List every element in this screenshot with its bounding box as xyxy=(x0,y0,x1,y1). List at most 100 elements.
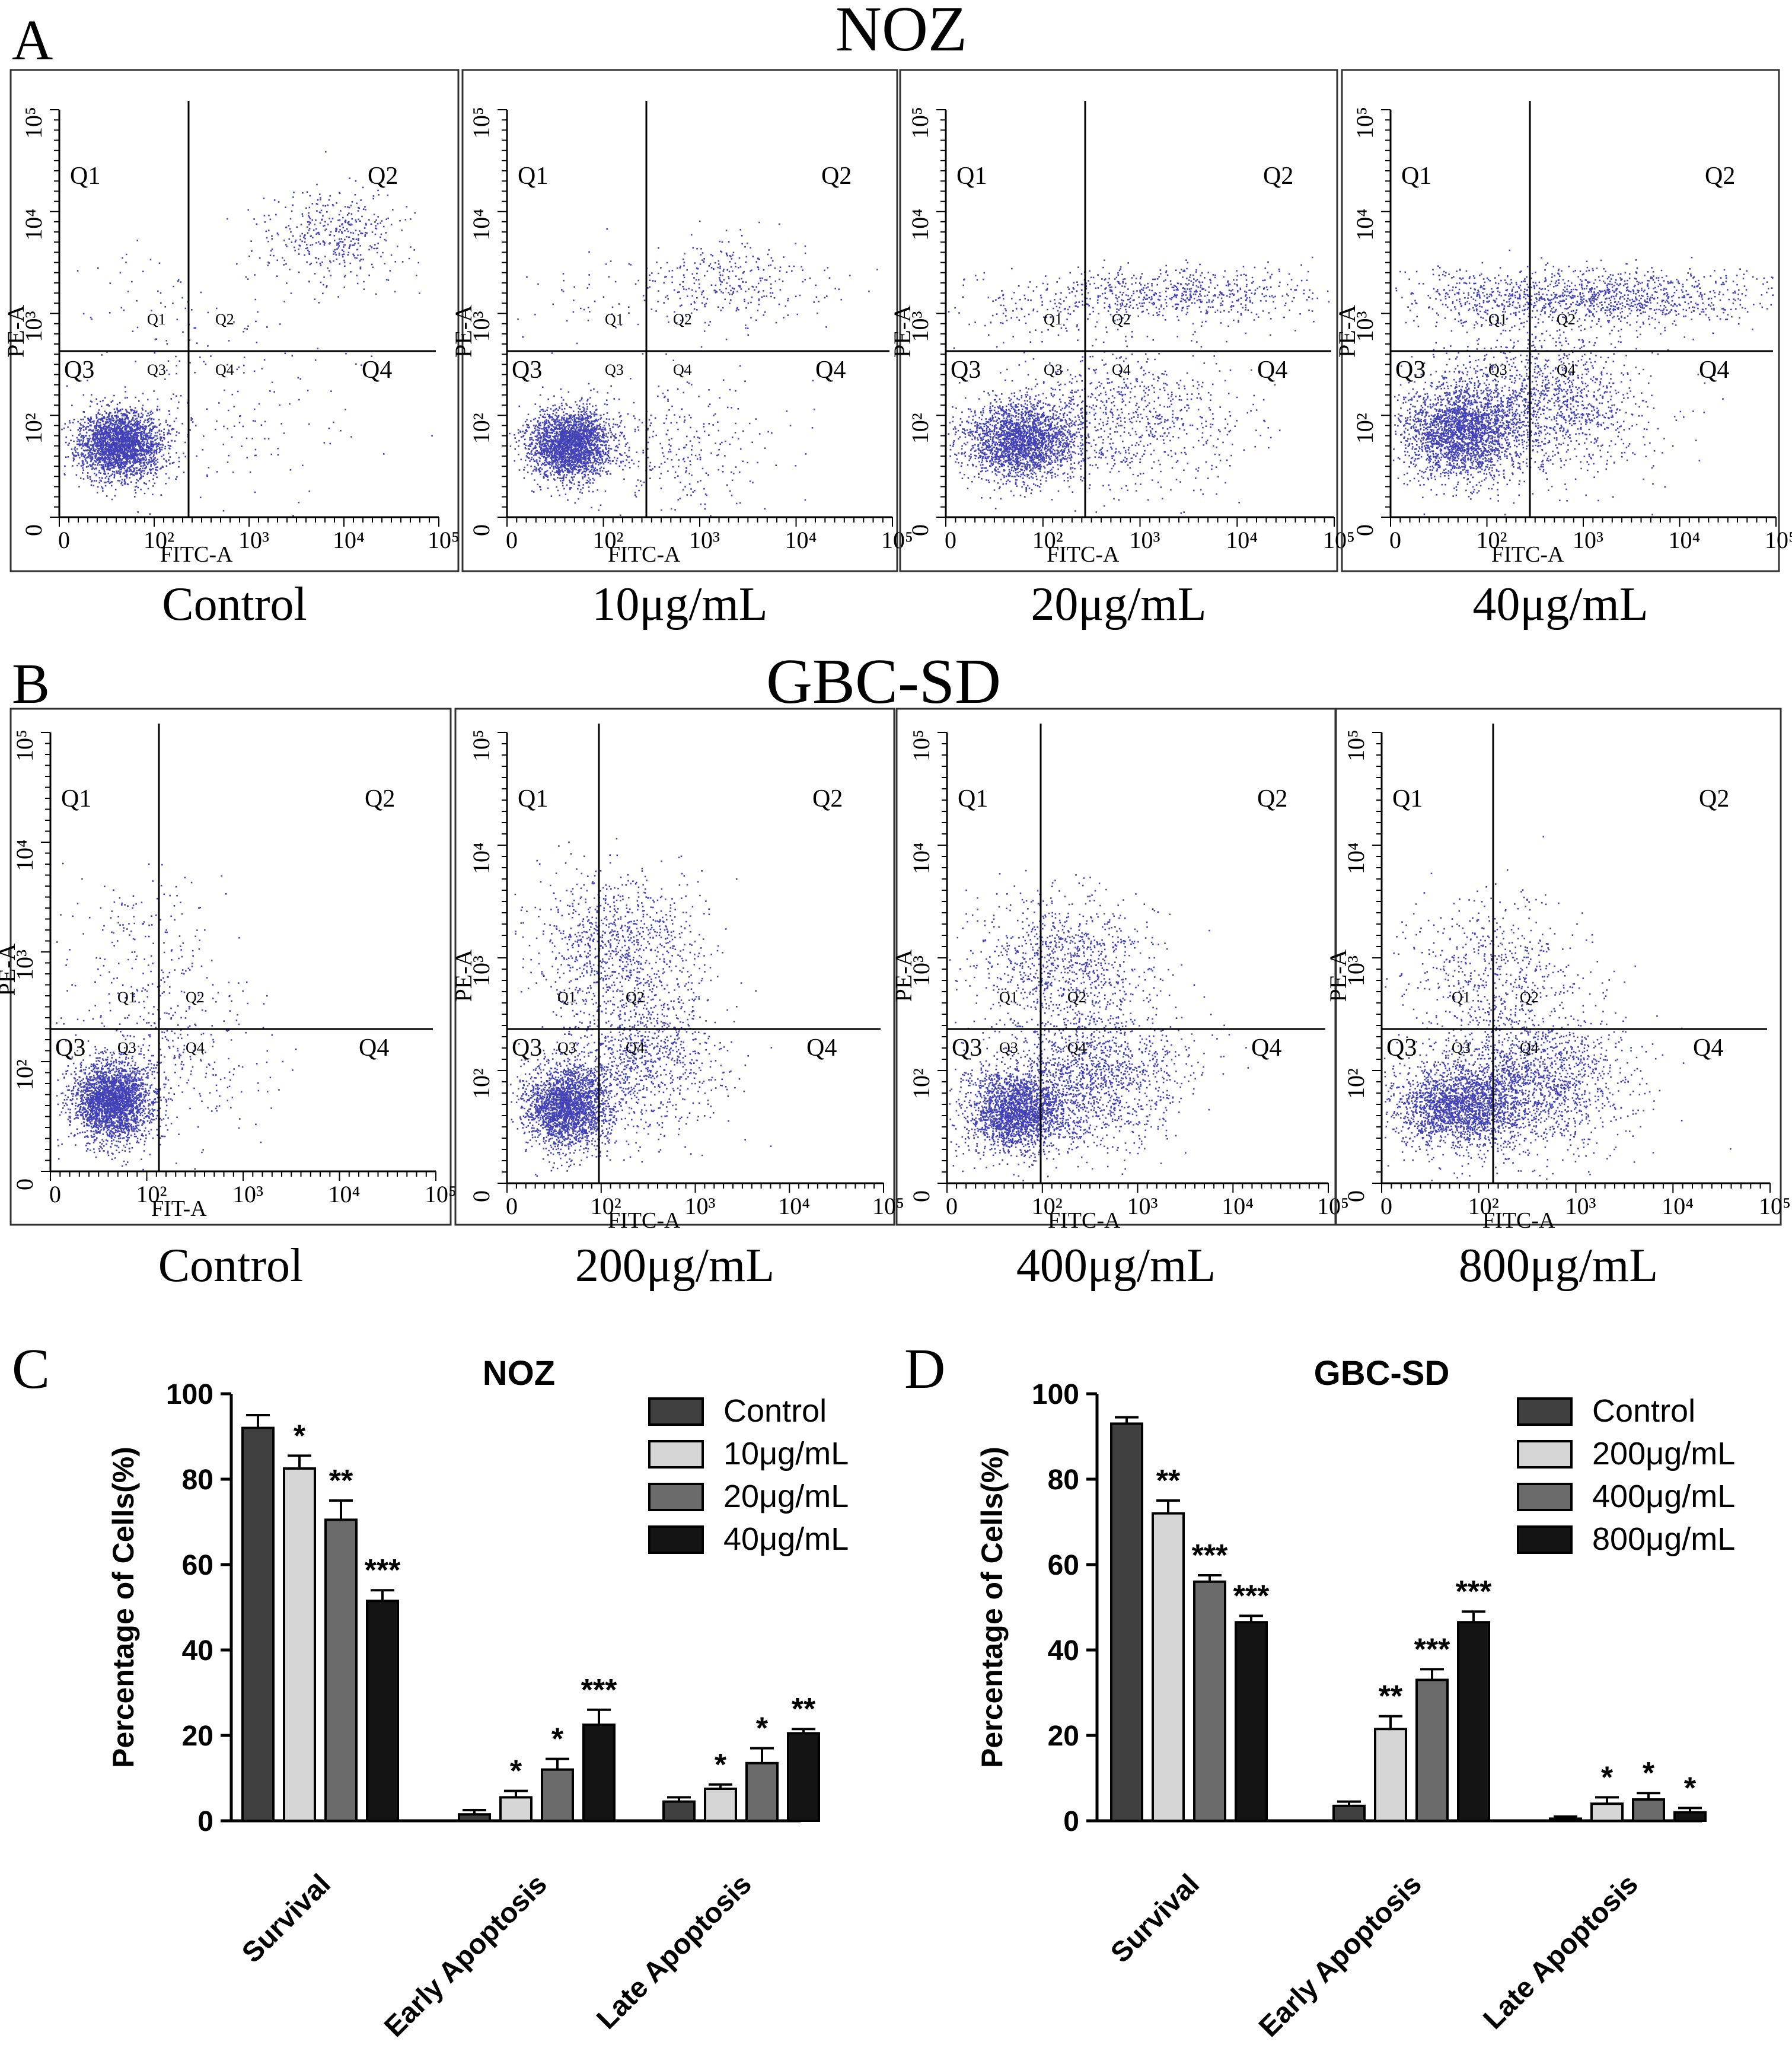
y-tick-label: 10² xyxy=(907,413,933,444)
inner-marker-q1: Q1 xyxy=(117,989,136,1006)
y-tick-label: 10³ xyxy=(468,311,495,342)
bar xyxy=(1374,1728,1407,1822)
x-tick-label: 10³ xyxy=(1127,1193,1158,1219)
bar xyxy=(283,1467,316,1822)
condition-caption: 400μg/mL xyxy=(1016,1240,1216,1292)
y-tick-label: 20 xyxy=(182,1721,213,1752)
bar xyxy=(745,1761,779,1823)
y-tick-label: 10⁴ xyxy=(907,209,933,241)
chart-title: NOZ xyxy=(483,1354,555,1393)
condition-caption: 200μg/mL xyxy=(575,1240,774,1292)
y-tick-label: 10² xyxy=(468,413,495,444)
condition-caption: Control xyxy=(158,1240,303,1292)
y-tick-label: 0 xyxy=(1343,1190,1369,1202)
y-tick-label: 10⁴ xyxy=(20,209,47,241)
significance-label: *** xyxy=(365,1553,401,1588)
x-axis-label: FITC-A xyxy=(1491,542,1564,567)
x-tick-label: 10⁴ xyxy=(1222,1193,1254,1219)
panel-label-c: C xyxy=(12,1337,50,1400)
x-tick-label: 10⁴ xyxy=(778,1193,810,1219)
plot-frame xyxy=(899,69,1338,572)
quadrant-label-q1: Q1 xyxy=(70,163,100,190)
legend-swatch xyxy=(1517,1440,1573,1469)
quadrant-label-q4: Q4 xyxy=(1693,1034,1723,1062)
plot-frame xyxy=(9,708,452,1226)
quadrant-label-q4: Q4 xyxy=(806,1034,837,1062)
x-tick-label: 10³ xyxy=(1130,527,1160,553)
bar xyxy=(1590,1802,1624,1822)
x-tick-label: 10² xyxy=(1032,527,1063,553)
y-axis-label: PE-A xyxy=(0,943,20,996)
x-tick-label: 0 xyxy=(58,527,70,553)
y-axis-label: PE-A xyxy=(889,305,916,358)
plot-frame xyxy=(1335,708,1782,1226)
y-tick-label: 10³ xyxy=(1351,311,1378,342)
x-tick-label: 10³ xyxy=(685,1193,716,1219)
x-tick-label: 10² xyxy=(144,527,174,553)
inner-marker-q4: Q4 xyxy=(1112,361,1131,378)
inner-marker-q4: Q4 xyxy=(215,361,234,378)
bar xyxy=(1632,1798,1665,1822)
y-axis-label: Percentage of Cells(%) xyxy=(975,1447,1009,1768)
x-tick-label: 10⁵ xyxy=(1765,527,1792,553)
axis-minor-ticks xyxy=(1372,732,1771,1193)
x-tick-label: 10⁴ xyxy=(1662,1193,1694,1219)
inner-marker-q2: Q2 xyxy=(626,989,645,1006)
y-tick-label: 40 xyxy=(182,1635,213,1667)
bar xyxy=(366,1600,399,1822)
quadrant-label-q3: Q3 xyxy=(1395,356,1426,384)
quadrant-label-q2: Q2 xyxy=(1263,163,1293,190)
legend-label: Control xyxy=(723,1393,827,1429)
axis-minor-ticks xyxy=(938,732,1329,1193)
x-tick-label: 10² xyxy=(1032,1193,1063,1219)
y-tick-label: 10⁵ xyxy=(907,107,933,139)
axis-minor-ticks xyxy=(1381,109,1777,527)
quadrant-label-q2: Q2 xyxy=(821,163,852,190)
significance-label: ** xyxy=(329,1464,353,1498)
quadrant-label-q2: Q2 xyxy=(812,785,843,813)
x-tick-label: 10² xyxy=(1477,527,1507,553)
significance-label: * xyxy=(1684,1771,1697,1805)
legend-label: 400μg/mL xyxy=(1592,1479,1735,1514)
y-tick-label: 10⁴ xyxy=(468,842,495,874)
quadrant-label-q3: Q3 xyxy=(951,356,981,384)
bar xyxy=(1673,1811,1707,1823)
y-tick-label: 10⁵ xyxy=(20,107,47,139)
legend-label: 20μg/mL xyxy=(723,1479,849,1514)
quadrant-label-q3: Q3 xyxy=(952,1034,982,1062)
condition-caption: 40μg/mL xyxy=(1472,578,1648,630)
bar xyxy=(324,1518,358,1822)
x-tick-label: 10³ xyxy=(238,527,269,553)
quadrant-label-q4: Q4 xyxy=(359,1034,389,1062)
y-tick-label: 10² xyxy=(1343,1068,1369,1099)
x-tick-label: 10⁴ xyxy=(1226,527,1258,553)
bar xyxy=(1415,1678,1449,1822)
inner-marker-q1: Q1 xyxy=(1044,311,1063,328)
gbc-plot-1: 0 10² 10³ 10⁴ 10⁵ 0 10² 10³ 10⁴ 10⁵ FIT-A PE-A Q1 Q2 Q… xyxy=(0,708,457,1292)
significance-label: * xyxy=(715,1748,727,1782)
x-tick-label: 0 xyxy=(506,1193,518,1219)
legend-swatch xyxy=(648,1483,704,1511)
x-tick-label: 0 xyxy=(49,1181,61,1208)
event-dots xyxy=(56,862,297,1171)
quadrant-label-q4: Q4 xyxy=(1251,1034,1281,1062)
y-tick-label: 20 xyxy=(1048,1721,1079,1752)
inner-marker-q4: Q4 xyxy=(186,1039,205,1056)
legend-label: 40μg/mL xyxy=(723,1521,849,1557)
inner-marker-q2: Q2 xyxy=(1520,989,1539,1006)
x-tick-label: 10⁴ xyxy=(785,527,817,553)
y-tick-label: 60 xyxy=(1048,1550,1079,1581)
bar xyxy=(458,1813,491,1822)
x-axis-label: FITC-A xyxy=(1482,1208,1555,1233)
bar xyxy=(541,1768,574,1823)
quadrant-label-q1: Q1 xyxy=(518,163,548,190)
quadrant-label-q1: Q1 xyxy=(956,163,987,190)
bar xyxy=(241,1426,275,1823)
gbc-title: GBC-SD xyxy=(766,646,1001,717)
y-axis-label: PE-A xyxy=(450,305,477,358)
y-tick-label: 10⁴ xyxy=(1343,842,1369,874)
x-tick-label: 10⁵ xyxy=(428,527,460,553)
y-tick-label: 100 xyxy=(1032,1379,1079,1410)
noz-plot-3: 0 10² 10³ 10⁴ 10⁵ 0 10² 10³ 10⁴ 10⁵ FITC-A PE-A Q1 Q2… xyxy=(889,69,1355,630)
